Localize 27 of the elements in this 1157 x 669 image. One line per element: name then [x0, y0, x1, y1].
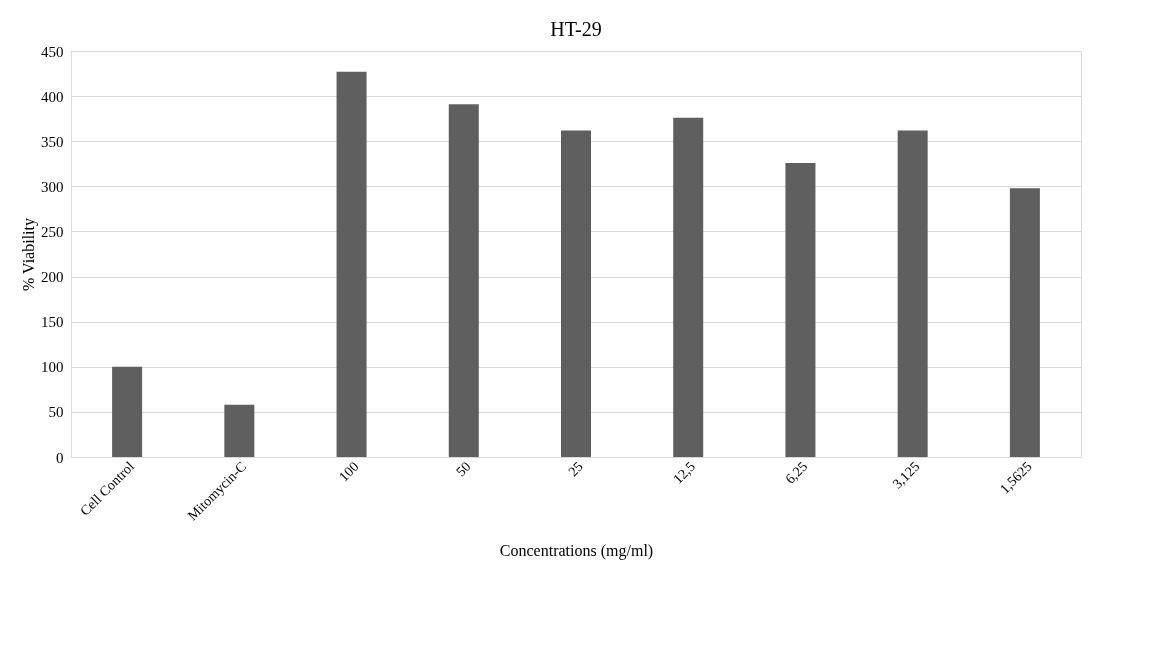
x-tick-label: 25 — [565, 458, 586, 480]
bar — [785, 162, 816, 457]
y-tick-label: 250 — [41, 223, 64, 240]
y-tick-label: 400 — [41, 88, 64, 105]
chart-title: HT-29 — [550, 18, 602, 40]
y-tick-label: 300 — [41, 178, 64, 195]
bar — [1009, 188, 1040, 457]
bar — [673, 117, 704, 457]
bar — [112, 366, 143, 457]
bar — [336, 71, 367, 457]
x-tick-label: 100 — [336, 458, 362, 485]
y-tick-label: 200 — [41, 269, 64, 286]
x-tick-label: 12,5 — [670, 458, 699, 487]
y-tick-label: 0 — [56, 449, 64, 466]
bar — [448, 104, 479, 457]
y-tick-label: 150 — [41, 314, 64, 331]
y-tick-label: 450 — [41, 43, 64, 60]
bar — [561, 130, 591, 457]
y-tick-label: 350 — [41, 133, 64, 150]
x-tick-label: 50 — [453, 458, 474, 480]
bar — [897, 130, 928, 457]
y-axis-title: % Viability — [20, 218, 38, 291]
bar — [224, 404, 255, 457]
y-tick-label: 100 — [41, 359, 64, 376]
x-tick-label: 6,25 — [782, 458, 811, 487]
x-axis-title: Concentrations (mg/ml) — [499, 542, 654, 561]
y-tick-label: 50 — [48, 404, 64, 421]
